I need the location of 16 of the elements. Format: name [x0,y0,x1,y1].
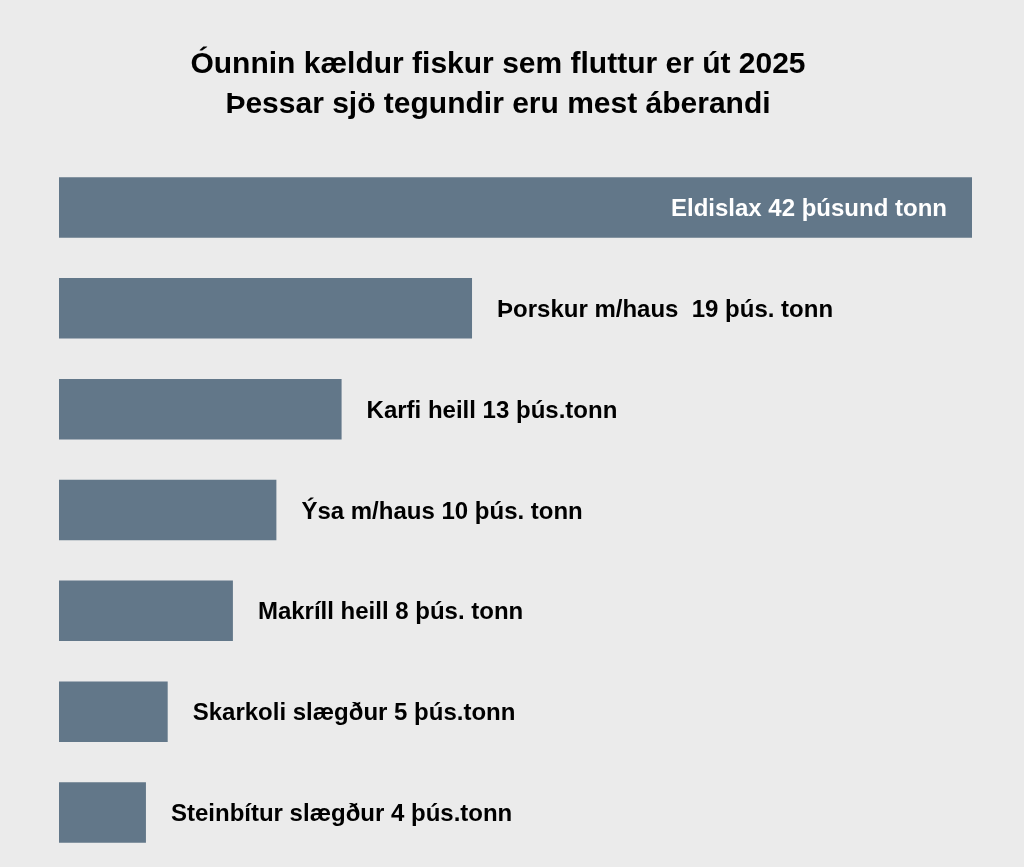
chart-title: Óunnin kældur fiskur sem fluttur er út 2025 [190,45,806,79]
bar [59,782,146,843]
data-label: Karfi heill 13 þús.tonn [366,395,618,423]
bar [59,479,277,541]
data-label: Steinbítur slægður 4 þús.tonn [170,799,513,827]
data-label: Makríll heill 8 þús. tonn [257,597,524,625]
chart-subtitle: Þessar sjö tegundir eru mest áberandi [225,85,771,119]
bar [59,378,342,440]
data-label: Skarkoli slægður 5 þús.tonn [192,698,516,726]
bar [59,681,168,742]
data-label: Eldislax 42 þúsund tonn [670,193,947,221]
bar [59,580,233,642]
data-label: Ýsa m/haus 10 þús. tonn [301,496,583,524]
bar [59,278,473,339]
data-label: Þorskur m/haus 19 þús. tonn [497,294,834,322]
bar [59,177,972,238]
